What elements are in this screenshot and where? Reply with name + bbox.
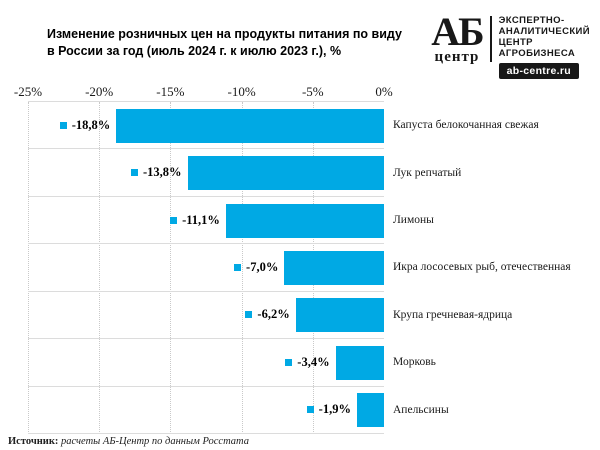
value-label-group: -11,1%: [170, 197, 220, 243]
logo-tagline-line: АНАЛИТИЧЕСКИЙ: [498, 26, 590, 37]
chart-title-line1: Изменение розничных цен на продукты пита…: [47, 27, 402, 41]
plot-area: -18,8% Капуста белокочанная свежая -13,8% Л…: [28, 101, 571, 434]
logo-divider: [489, 16, 492, 62]
gridline: [28, 102, 29, 434]
logo-tagline-line: ЭКСПЕРТНО-: [498, 15, 565, 26]
category-label: Капуста белокочанная свежая: [393, 119, 539, 132]
x-axis-tick: 0%: [375, 84, 393, 99]
bar-row: -3,4% Морковь: [28, 339, 436, 387]
category-label: Апельсины: [393, 403, 449, 416]
value-label-group: -18,8%: [59, 102, 111, 148]
value-marker-icon: [170, 216, 178, 224]
x-axis-tick: -20%: [85, 84, 114, 99]
value-label-group: -13,8%: [130, 149, 182, 195]
chart-title-line2: в России за год (июль 2024 г. к июлю 202…: [47, 44, 342, 58]
value-marker-icon: [130, 169, 138, 177]
value-label-group: -1,9%: [306, 387, 351, 433]
logo-monogram: АБ центр: [431, 9, 484, 65]
source-text: расчеты АБ-Центр по данным Росстата: [58, 436, 249, 447]
value-label-group: -7,0%: [234, 244, 278, 290]
gridline: [241, 102, 243, 434]
category-label: Лук репчатый: [393, 166, 462, 179]
value-label-group: -6,2%: [245, 292, 290, 338]
value-label: -7,0%: [246, 259, 279, 274]
bar-row: -6,2% Крупа гречневая-ядрица: [28, 292, 512, 340]
value-marker-icon: [245, 311, 253, 319]
value-label: -6,2%: [257, 307, 290, 322]
gridline: [99, 102, 101, 434]
bar-row: -13,8% Лук репчатый: [28, 149, 461, 197]
logo-caption: центр: [434, 49, 480, 65]
category-label: Крупа гречневая-ядрица: [393, 308, 513, 321]
bar: [295, 298, 384, 333]
value-marker-icon: [285, 358, 293, 366]
x-axis-tick: -15%: [156, 84, 185, 99]
x-axis-tick: -10%: [227, 84, 256, 99]
logo: АБ центр ЭКСПЕРТНО- АНАЛИТИЧЕСКИЙ ЦЕНТР …: [431, 9, 590, 79]
bar-row: -7,0% Икра лососевых рыб, отечественная: [28, 244, 571, 292]
value-label: -3,4%: [297, 354, 330, 369]
bar: [187, 156, 384, 191]
value-label: -13,8%: [142, 165, 182, 180]
bar-row: -18,8% Капуста белокочанная свежая: [28, 102, 539, 150]
x-axis: -25% -20% -15% -10% -5% 0%: [0, 84, 600, 100]
category-label: Икра лососевых рыб, отечественная: [393, 261, 571, 274]
value-label: -11,1%: [182, 212, 220, 227]
bar: [356, 393, 384, 428]
gridline: [170, 102, 172, 434]
category-label: Лимоны: [393, 214, 434, 227]
bar-row: -11,1% Лимоны: [28, 197, 434, 245]
bar-row: -1,9% Апельсины: [28, 387, 449, 434]
logo-tagline-line: АГРОБИЗНЕСА: [498, 48, 576, 59]
logo-site-badge: ab-centre.ru: [498, 63, 579, 79]
value-label: -18,8%: [71, 117, 111, 132]
x-axis-tick: -5%: [301, 84, 324, 99]
bar: [335, 345, 384, 380]
source-note: Источник: расчеты АБ-Центр по данным Рос…: [8, 436, 249, 447]
chart-title: Изменение розничных цен на продукты пита…: [47, 26, 427, 60]
logo-tagline: ЭКСПЕРТНО- АНАЛИТИЧЕСКИЙ ЦЕНТР АГРОБИЗНЕ…: [499, 15, 590, 59]
source-prefix: Источник:: [8, 436, 59, 447]
value-marker-icon: [234, 263, 242, 271]
value-label: -1,9%: [318, 402, 351, 417]
logo-abbr: АБ: [431, 9, 484, 54]
bar: [284, 250, 384, 285]
category-label: Морковь: [393, 356, 436, 369]
bar: [116, 108, 384, 143]
bar: [225, 203, 384, 238]
value-label-group: -3,4%: [285, 339, 330, 385]
logo-right-block: ЭКСПЕРТНО- АНАЛИТИЧЕСКИЙ ЦЕНТР АГРОБИЗНЕ…: [498, 15, 590, 79]
value-marker-icon: [59, 121, 67, 129]
logo-tagline-line: ЦЕНТР: [498, 37, 533, 48]
value-marker-icon: [306, 406, 314, 414]
x-axis-tick: -25%: [13, 84, 43, 99]
